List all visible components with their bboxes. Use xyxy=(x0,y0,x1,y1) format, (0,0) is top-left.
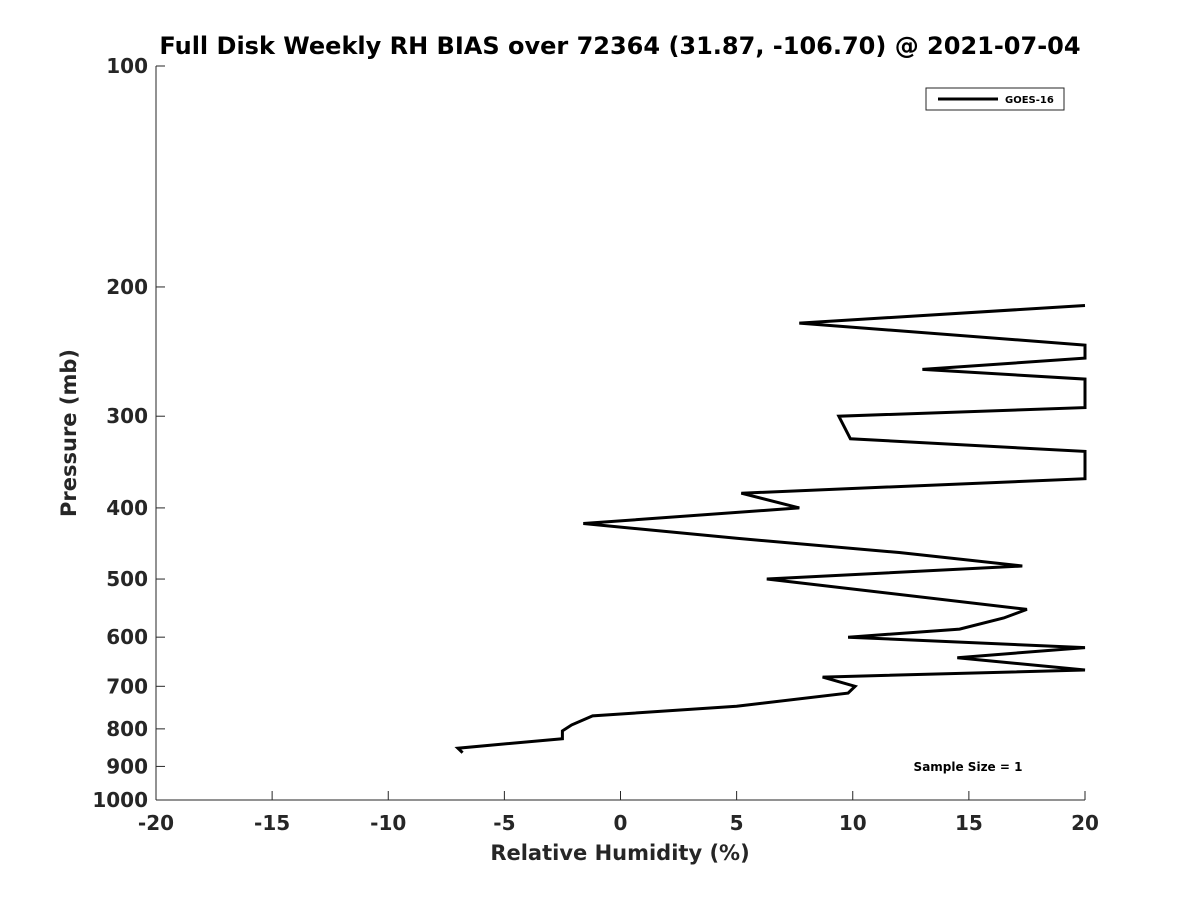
sample-size-annotation: Sample Size = 1 xyxy=(914,760,1023,774)
x-axis-ticks: -20 -15 -10 -5 0 5 10 15 20 xyxy=(138,791,1099,835)
y-tick-label: 200 xyxy=(106,275,148,299)
y-axis-label: Pressure (mb) xyxy=(57,349,81,517)
axes-background xyxy=(156,66,1085,800)
y-axis-ticks: 100 200 300 400 500 600 700 800 900 1000 xyxy=(92,54,165,812)
y-tick-label: 500 xyxy=(106,567,148,591)
chart-title: Full Disk Weekly RH BIAS over 72364 (31.… xyxy=(159,32,1080,60)
legend: GOES-16 xyxy=(925,87,1065,111)
x-tick-label: 5 xyxy=(730,811,744,835)
y-tick-label: 900 xyxy=(106,754,148,778)
x-tick-label: -5 xyxy=(493,811,515,835)
x-tick-label: 10 xyxy=(839,811,867,835)
y-tick-label: 600 xyxy=(106,625,148,649)
x-tick-label: -15 xyxy=(254,811,290,835)
y-tick-label: 400 xyxy=(106,496,148,520)
x-tick-label: 0 xyxy=(614,811,628,835)
plot-area xyxy=(156,66,1085,800)
y-tick-label: 300 xyxy=(106,404,148,428)
y-tick-label: 100 xyxy=(106,54,148,78)
series-layer xyxy=(454,304,1087,754)
legend-label-goes-16: GOES-16 xyxy=(1005,95,1054,106)
y-tick-label: 1000 xyxy=(92,788,148,812)
x-tick-label: -20 xyxy=(138,811,174,835)
x-tick-label: 20 xyxy=(1071,811,1099,835)
x-tick-label: -10 xyxy=(370,811,406,835)
x-axis-label: Relative Humidity (%) xyxy=(490,841,749,865)
x-tick-label: 15 xyxy=(955,811,983,835)
y-tick-label: 700 xyxy=(106,674,148,698)
series-line-goes-16 xyxy=(454,304,1087,754)
y-tick-label: 800 xyxy=(106,717,148,741)
